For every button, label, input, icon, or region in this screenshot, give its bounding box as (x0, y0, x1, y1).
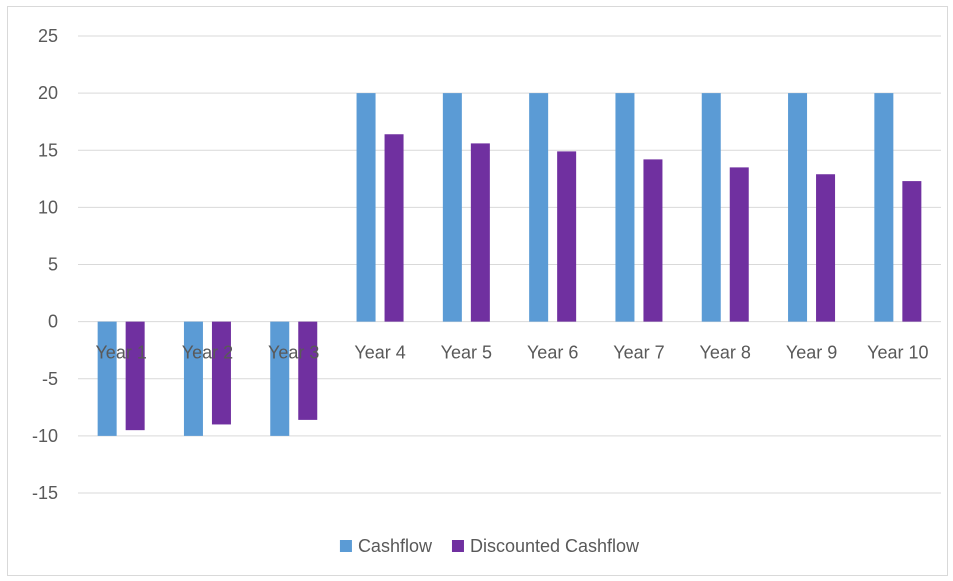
y-tick-label: 0 (48, 312, 58, 332)
bar-discounted-cashflow (125, 321, 145, 431)
y-tick-label: 15 (38, 140, 58, 160)
bar-discounted-cashflow (211, 321, 231, 425)
x-tick-label: Year 8 (700, 343, 751, 363)
x-tick-label: Year 10 (867, 343, 928, 363)
bar-discounted-cashflow (902, 181, 922, 322)
bar-discounted-cashflow (470, 143, 490, 322)
bar-cashflow (183, 321, 203, 436)
x-tick-label: Year 5 (441, 343, 492, 363)
y-tick-label: -5 (42, 369, 58, 389)
y-tick-label: 20 (38, 83, 58, 103)
y-axis-ticks: 25 20 15 10 5 0 -5 -10 -15 (32, 26, 58, 503)
legend-swatch (339, 540, 352, 552)
legend-label: Discounted Cashflow (470, 536, 640, 556)
gridlines (78, 35, 941, 494)
bar-cashflow (270, 321, 290, 436)
legend-label: Cashflow (358, 536, 433, 556)
x-tick-label: Year 1 (95, 343, 146, 363)
bars (97, 93, 922, 436)
legend: Cashflow Discounted Cashflow (339, 536, 640, 556)
bar-cashflow (615, 93, 635, 322)
y-tick-label: 10 (38, 197, 58, 217)
x-tick-label: Year 7 (613, 343, 664, 363)
bar-discounted-cashflow (298, 321, 318, 420)
x-axis-ticks: Year 1 Year 2 Year 3 Year 4 Year 5 Year 6 Year… (95, 343, 928, 363)
bar-discounted-cashflow (384, 134, 404, 322)
bar-discounted-cashflow (729, 167, 749, 322)
bar-cashflow (97, 321, 117, 436)
bar-cashflow (701, 93, 721, 322)
bar-cashflow (356, 93, 376, 322)
bar-cashflow (788, 93, 808, 322)
y-tick-label: -15 (32, 483, 58, 503)
bar-discounted-cashflow (557, 151, 577, 322)
y-tick-label: -10 (32, 426, 58, 446)
x-tick-label: Year 6 (527, 343, 578, 363)
x-tick-label: Year 4 (354, 343, 405, 363)
y-tick-label: 25 (38, 26, 58, 46)
y-tick-label: 5 (48, 255, 58, 275)
bar-discounted-cashflow (643, 159, 663, 322)
bar-discounted-cashflow (816, 174, 836, 322)
legend-swatch (451, 540, 464, 552)
x-tick-label: Year 9 (786, 343, 837, 363)
bar-cashflow (442, 93, 462, 322)
x-tick-label: Year 2 (182, 343, 233, 363)
bar-cashflow (874, 93, 894, 322)
x-tick-label: Year 3 (268, 343, 319, 363)
bar-cashflow (529, 93, 549, 322)
